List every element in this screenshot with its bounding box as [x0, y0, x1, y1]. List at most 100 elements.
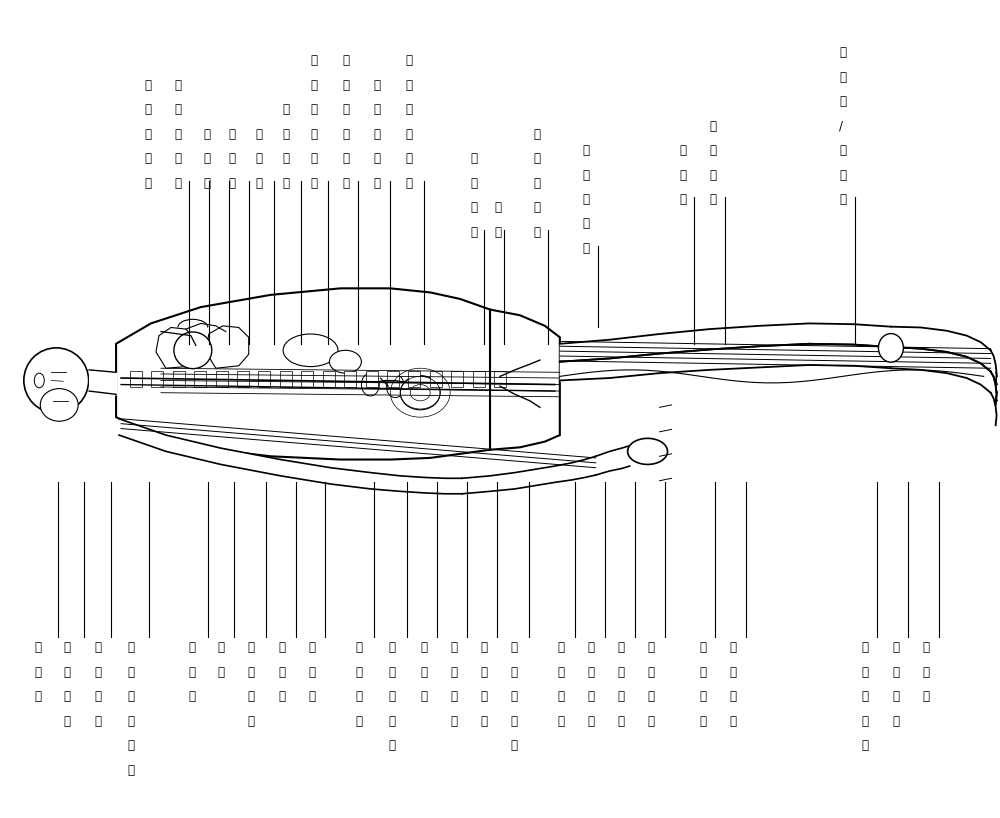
Text: 大: 大 [729, 641, 736, 654]
Text: 腹: 腹 [355, 641, 362, 654]
Text: 脉: 脉 [558, 715, 565, 728]
Text: 总: 总 [420, 666, 427, 679]
Text: 指: 指 [470, 226, 477, 239]
Text: 下: 下 [709, 169, 716, 182]
Text: 侧: 侧 [533, 177, 540, 190]
Text: 脉: 脉 [174, 79, 181, 92]
Text: 肱: 肱 [256, 177, 263, 190]
Ellipse shape [628, 438, 668, 465]
Text: 中: 中 [405, 103, 412, 116]
Text: 外: 外 [510, 690, 517, 703]
Polygon shape [206, 326, 249, 368]
Text: 膝: 膝 [680, 193, 686, 206]
Text: 脉: 脉 [189, 690, 196, 703]
Text: 静: 静 [583, 169, 590, 182]
Ellipse shape [361, 373, 379, 396]
Text: 水: 水 [342, 103, 349, 116]
Text: 脉: 脉 [729, 715, 736, 728]
Text: 股: 股 [558, 641, 565, 654]
Bar [494, 371, 506, 387]
Ellipse shape [329, 350, 361, 373]
Text: 头: 头 [229, 177, 236, 190]
Bar [430, 371, 442, 387]
Text: 锁: 锁 [144, 177, 151, 190]
Text: 静: 静 [558, 690, 565, 703]
Text: 股: 股 [618, 641, 625, 654]
Text: 脉: 脉 [588, 715, 595, 728]
Text: 脉: 脉 [283, 103, 290, 116]
Bar [323, 371, 335, 387]
Text: 睾: 睾 [388, 641, 395, 654]
Text: 回: 回 [283, 152, 290, 165]
Bar [258, 371, 270, 387]
Bar [301, 371, 313, 387]
Bar [366, 371, 378, 387]
Text: 穦: 穦 [34, 690, 41, 703]
Bar [194, 371, 206, 387]
Text: 颈: 颈 [63, 641, 70, 654]
Text: 静: 静 [729, 690, 736, 703]
Text: 髢: 髢 [480, 641, 487, 654]
Text: 壁: 壁 [583, 218, 590, 231]
Text: 脉: 脉 [709, 119, 716, 133]
Text: 肺: 肺 [189, 641, 196, 654]
Text: 脉: 脉 [63, 715, 70, 728]
Text: 肾: 肾 [309, 641, 316, 654]
Text: 隐: 隐 [588, 666, 595, 679]
Text: 静: 静 [533, 152, 540, 165]
Text: 状: 状 [127, 666, 134, 679]
Text: 腹: 腹 [583, 242, 590, 255]
Text: 静: 静 [699, 690, 706, 703]
Text: 心: 心 [494, 201, 501, 214]
Text: 外: 外 [63, 666, 70, 679]
Text: 脉: 脉 [450, 715, 457, 728]
Text: 静: 静 [861, 715, 868, 728]
Text: 静: 静 [618, 690, 625, 703]
Text: 静: 静 [204, 152, 211, 165]
Bar [216, 371, 228, 387]
Text: 隐: 隐 [648, 666, 655, 679]
Text: 足: 足 [892, 641, 899, 654]
Text: 脉: 脉 [342, 54, 349, 67]
Text: 脉: 脉 [861, 739, 868, 753]
Text: 后: 后 [839, 95, 846, 108]
Bar [280, 371, 292, 387]
Text: 骨: 骨 [144, 152, 151, 165]
Ellipse shape [878, 334, 903, 362]
Text: 脏: 脏 [218, 666, 225, 679]
Text: 静: 静 [355, 690, 362, 703]
Bar [151, 371, 163, 387]
Polygon shape [490, 309, 560, 450]
Text: 脉: 脉 [279, 690, 286, 703]
Text: 头: 头 [311, 103, 318, 116]
Text: 前: 前 [839, 144, 846, 157]
Text: 静: 静 [94, 690, 101, 703]
Text: 静: 静 [450, 690, 457, 703]
Text: 内: 内 [94, 666, 101, 679]
Text: 总: 总 [388, 690, 395, 703]
Text: 膝: 膝 [699, 641, 706, 654]
Text: 静: 静 [839, 70, 846, 83]
Text: 静: 静 [680, 169, 686, 182]
Text: 脉: 脉 [94, 715, 101, 728]
Text: 脉: 脉 [405, 54, 412, 67]
Text: 静: 静 [256, 152, 263, 165]
Text: 腔: 腔 [248, 666, 255, 679]
Text: 中: 中 [342, 128, 349, 141]
Text: 上: 上 [699, 666, 706, 679]
Text: 大: 大 [588, 641, 595, 654]
Text: 腺: 腺 [127, 690, 134, 703]
Text: 脉: 脉 [510, 739, 517, 753]
Bar [344, 371, 356, 387]
Text: 髢: 髢 [450, 641, 457, 654]
Text: 内: 内 [480, 666, 487, 679]
Text: 脉: 脉 [248, 715, 255, 728]
Bar [451, 371, 463, 387]
Text: 脉: 脉 [892, 715, 899, 728]
Text: 前: 前 [405, 177, 412, 190]
Text: 脉: 脉 [680, 144, 686, 157]
Ellipse shape [386, 375, 404, 398]
Text: 静: 静 [405, 79, 412, 92]
Text: 动: 动 [189, 666, 196, 679]
Text: 趾: 趾 [923, 641, 930, 654]
